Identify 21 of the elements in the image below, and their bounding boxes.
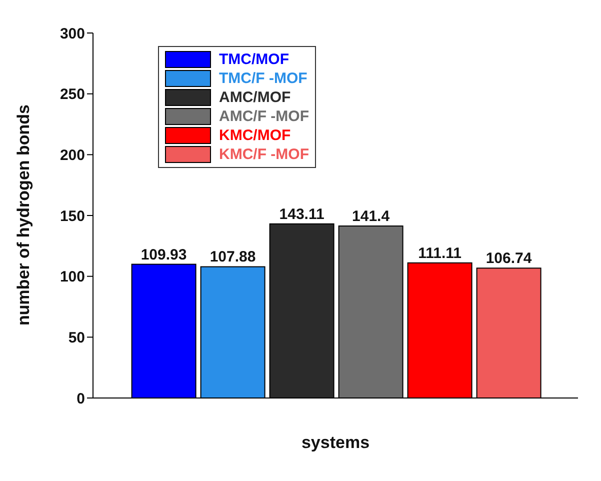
legend-label: AMC/F -MOF [219,108,309,125]
data-label: 109.93 [140,246,187,264]
data-label: 107.88 [210,248,256,266]
legend-label: TMC/F -MOF [219,70,308,87]
data-label: 143.11 [279,206,324,223]
y-tick-label: 300 [60,25,85,42]
data-label: 141.4 [352,208,390,225]
y-tick-label: 100 [60,268,85,286]
data-label: 111.11 [418,244,462,262]
y-axis-title: number of hydrogen bonds [14,104,34,326]
y-tick-label: 250 [60,86,85,104]
y-tick-label: 50 [68,329,85,346]
y-tick-label: 0 [76,390,85,408]
y-tick-label: 200 [60,146,85,164]
legend-label: AMC/MOF [219,89,291,106]
x-axis-title: systems [301,433,370,452]
y-tick-label: 150 [60,208,85,225]
legend-label: TMC/MOF [219,51,289,68]
legend-label: KMC/F -MOF [219,146,309,163]
legend-label: KMC/MOF [219,127,291,144]
data-label: 106.74 [486,250,532,268]
